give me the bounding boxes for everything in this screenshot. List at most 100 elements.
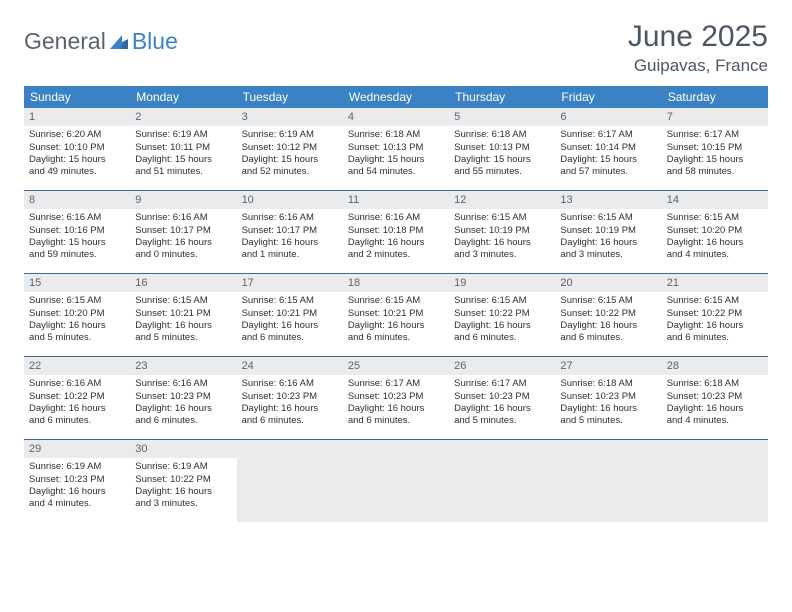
daylight-text: and 5 minutes. [560, 415, 656, 427]
daylight-text: and 6 minutes. [454, 332, 550, 344]
dayname: Friday [555, 86, 661, 108]
day-cell: 29Sunrise: 6:19 AMSunset: 10:23 PMDaylig… [24, 440, 130, 522]
sunset-text: Sunset: 10:21 PM [135, 308, 231, 320]
day-number: 23 [130, 357, 236, 375]
day-body: Sunrise: 6:15 AMSunset: 10:21 PMDaylight… [130, 292, 236, 349]
day-cell: 1Sunrise: 6:20 AMSunset: 10:10 PMDayligh… [24, 108, 130, 190]
daylight-text: and 4 minutes. [667, 415, 763, 427]
day-number: 25 [343, 357, 449, 375]
day-number: 6 [555, 108, 661, 126]
day-cell: 10Sunrise: 6:16 AMSunset: 10:17 PMDaylig… [237, 191, 343, 273]
daylight-text: Daylight: 16 hours [560, 237, 656, 249]
day-body: Sunrise: 6:18 AMSunset: 10:23 PMDaylight… [662, 375, 768, 432]
daylight-text: Daylight: 16 hours [29, 320, 125, 332]
day-cell: 30Sunrise: 6:19 AMSunset: 10:22 PMDaylig… [130, 440, 236, 522]
sunset-text: Sunset: 10:23 PM [135, 391, 231, 403]
sunset-text: Sunset: 10:22 PM [29, 391, 125, 403]
sunrise-text: Sunrise: 6:19 AM [135, 461, 231, 473]
day-number: 24 [237, 357, 343, 375]
day-cell [449, 440, 555, 522]
daylight-text: and 6 minutes. [29, 415, 125, 427]
daylight-text: and 5 minutes. [29, 332, 125, 344]
dayname: Sunday [24, 86, 130, 108]
sunset-text: Sunset: 10:14 PM [560, 142, 656, 154]
daylight-text: Daylight: 16 hours [454, 320, 550, 332]
day-cell: 14Sunrise: 6:15 AMSunset: 10:20 PMDaylig… [662, 191, 768, 273]
sunrise-text: Sunrise: 6:15 AM [454, 295, 550, 307]
day-cell: 26Sunrise: 6:17 AMSunset: 10:23 PMDaylig… [449, 357, 555, 439]
day-cell: 3Sunrise: 6:19 AMSunset: 10:12 PMDayligh… [237, 108, 343, 190]
sunrise-text: Sunrise: 6:15 AM [135, 295, 231, 307]
sunrise-text: Sunrise: 6:15 AM [29, 295, 125, 307]
daylight-text: and 6 minutes. [348, 332, 444, 344]
sunrise-text: Sunrise: 6:16 AM [242, 378, 338, 390]
sunrise-text: Sunrise: 6:17 AM [667, 129, 763, 141]
day-number: 19 [449, 274, 555, 292]
calendar: Sunday Monday Tuesday Wednesday Thursday… [24, 86, 768, 522]
day-body: Sunrise: 6:15 AMSunset: 10:22 PMDaylight… [555, 292, 661, 349]
daylight-text: Daylight: 16 hours [560, 403, 656, 415]
day-cell: 13Sunrise: 6:15 AMSunset: 10:19 PMDaylig… [555, 191, 661, 273]
daylight-text: Daylight: 16 hours [29, 486, 125, 498]
day-number: 5 [449, 108, 555, 126]
daylight-text: Daylight: 16 hours [454, 237, 550, 249]
daylight-text: and 6 minutes. [560, 332, 656, 344]
daylight-text: and 2 minutes. [348, 249, 444, 261]
day-body: Sunrise: 6:15 AMSunset: 10:22 PMDaylight… [449, 292, 555, 349]
sunrise-text: Sunrise: 6:15 AM [348, 295, 444, 307]
sunrise-text: Sunrise: 6:16 AM [348, 212, 444, 224]
day-cell [555, 440, 661, 522]
day-body: Sunrise: 6:19 AMSunset: 10:23 PMDaylight… [24, 458, 130, 515]
daylight-text: and 4 minutes. [29, 498, 125, 510]
daylight-text: and 5 minutes. [454, 415, 550, 427]
day-number: 7 [662, 108, 768, 126]
daylight-text: Daylight: 16 hours [135, 320, 231, 332]
sunrise-text: Sunrise: 6:16 AM [29, 378, 125, 390]
day-body: Sunrise: 6:16 AMSunset: 10:16 PMDaylight… [24, 209, 130, 266]
day-number: 26 [449, 357, 555, 375]
sunrise-text: Sunrise: 6:18 AM [560, 378, 656, 390]
sunrise-text: Sunrise: 6:18 AM [454, 129, 550, 141]
sunset-text: Sunset: 10:11 PM [135, 142, 231, 154]
daylight-text: and 54 minutes. [348, 166, 444, 178]
daylight-text: Daylight: 16 hours [348, 237, 444, 249]
sunrise-text: Sunrise: 6:16 AM [135, 378, 231, 390]
sunrise-text: Sunrise: 6:17 AM [560, 129, 656, 141]
sunset-text: Sunset: 10:18 PM [348, 225, 444, 237]
daylight-text: Daylight: 16 hours [454, 403, 550, 415]
day-number: 28 [662, 357, 768, 375]
daylight-text: and 6 minutes. [135, 415, 231, 427]
sunrise-text: Sunrise: 6:18 AM [348, 129, 444, 141]
header: General Blue June 2025 Guipavas, France [24, 20, 768, 76]
sunrise-text: Sunrise: 6:19 AM [135, 129, 231, 141]
day-body: Sunrise: 6:15 AMSunset: 10:21 PMDaylight… [237, 292, 343, 349]
sunset-text: Sunset: 10:20 PM [29, 308, 125, 320]
daylight-text: Daylight: 15 hours [29, 154, 125, 166]
sunrise-text: Sunrise: 6:15 AM [667, 212, 763, 224]
sunset-text: Sunset: 10:19 PM [560, 225, 656, 237]
sunset-text: Sunset: 10:21 PM [348, 308, 444, 320]
day-body: Sunrise: 6:18 AMSunset: 10:23 PMDaylight… [555, 375, 661, 432]
daylight-text: and 58 minutes. [667, 166, 763, 178]
day-cell: 4Sunrise: 6:18 AMSunset: 10:13 PMDayligh… [343, 108, 449, 190]
day-cell: 24Sunrise: 6:16 AMSunset: 10:23 PMDaylig… [237, 357, 343, 439]
day-cell: 28Sunrise: 6:18 AMSunset: 10:23 PMDaylig… [662, 357, 768, 439]
sunset-text: Sunset: 10:17 PM [135, 225, 231, 237]
day-cell: 11Sunrise: 6:16 AMSunset: 10:18 PMDaylig… [343, 191, 449, 273]
day-cell [237, 440, 343, 522]
daylight-text: and 6 minutes. [348, 415, 444, 427]
day-body: Sunrise: 6:16 AMSunset: 10:23 PMDaylight… [237, 375, 343, 432]
day-cell: 18Sunrise: 6:15 AMSunset: 10:21 PMDaylig… [343, 274, 449, 356]
day-body: Sunrise: 6:16 AMSunset: 10:18 PMDaylight… [343, 209, 449, 266]
day-body: Sunrise: 6:17 AMSunset: 10:23 PMDaylight… [449, 375, 555, 432]
sunrise-text: Sunrise: 6:18 AM [667, 378, 763, 390]
daylight-text: and 6 minutes. [667, 332, 763, 344]
daylight-text: Daylight: 15 hours [29, 237, 125, 249]
day-body: Sunrise: 6:20 AMSunset: 10:10 PMDaylight… [24, 126, 130, 183]
logo-text-blue: Blue [132, 28, 178, 55]
location: Guipavas, France [628, 56, 768, 76]
week-row: 22Sunrise: 6:16 AMSunset: 10:22 PMDaylig… [24, 356, 768, 439]
day-number: 21 [662, 274, 768, 292]
daylight-text: Daylight: 16 hours [242, 237, 338, 249]
day-cell: 21Sunrise: 6:15 AMSunset: 10:22 PMDaylig… [662, 274, 768, 356]
